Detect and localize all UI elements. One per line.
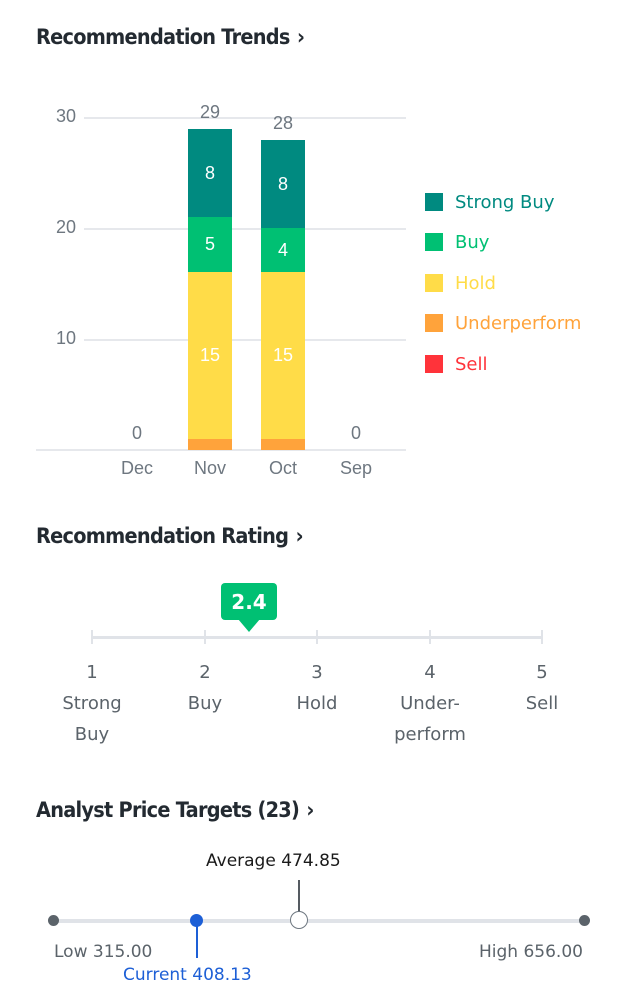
rating-number: 5 <box>536 662 548 683</box>
gridline-10 <box>84 339 406 341</box>
rating-number: 3 <box>311 662 323 683</box>
x-axis-baseline <box>36 449 406 451</box>
legend-swatch-icon <box>425 233 443 251</box>
recommendation-trends-title[interactable]: Recommendation Trends › <box>36 25 305 49</box>
x-tick-label-dec: Dec <box>120 458 153 478</box>
high-marker-dot <box>579 915 590 926</box>
y-tick-label: 30 <box>55 106 76 126</box>
bar-total-dec: 0 <box>131 423 142 443</box>
average-price-marker <box>290 911 308 929</box>
x-tick-label-sep: Sep <box>339 458 373 478</box>
segment-strong-buy: 8 <box>188 129 232 217</box>
rating-label-1: 1 Strong Buy <box>37 657 147 750</box>
bar-total-nov: 29 <box>199 102 221 122</box>
current-marker-stem <box>196 924 198 958</box>
legend-item-strong-buy[interactable]: Strong Buy <box>425 191 554 213</box>
legend-label: Strong Buy <box>455 191 555 213</box>
recommendation-rating-title[interactable]: Recommendation Rating › <box>36 524 304 548</box>
high-price-label: High 656.00 <box>479 942 583 962</box>
rating-value-badge: 2.4 <box>221 583 277 620</box>
legend-label: Buy <box>455 231 490 253</box>
low-marker-dot <box>48 915 59 926</box>
rating-label-4: 4 Under- perform <box>375 657 485 750</box>
rating-tick <box>429 630 431 644</box>
current-price-label: Current 408.13 <box>123 965 252 985</box>
segment-hold: 15 <box>261 272 305 439</box>
analyst-price-targets-title-text: Analyst Price Targets (23) <box>36 798 300 822</box>
segment-buy: 4 <box>261 228 305 272</box>
rating-tick <box>204 630 206 644</box>
current-price-marker <box>190 914 203 927</box>
x-tick-label-oct: Oct <box>268 458 297 478</box>
legend-item-sell[interactable]: Sell <box>425 353 488 375</box>
recommendation-rating-title-text: Recommendation Rating <box>36 524 289 548</box>
legend-label: Hold <box>455 272 496 294</box>
segment-strong-buy: 8 <box>261 140 305 228</box>
rating-text: Sell <box>525 693 559 714</box>
rating-tick <box>91 630 93 644</box>
legend-swatch-icon <box>425 355 443 373</box>
rating-text: Under- <box>400 693 460 714</box>
analyst-price-targets-title[interactable]: Analyst Price Targets (23) › <box>36 798 314 822</box>
y-tick-label: 20 <box>55 217 76 237</box>
legend-item-buy[interactable]: Buy <box>425 231 489 253</box>
chevron-right-icon: › <box>295 524 304 548</box>
bar-total-sep: 0 <box>350 423 361 443</box>
rating-label-2: 2 Buy <box>150 657 260 719</box>
y-tick-label: 10 <box>55 328 76 348</box>
average-marker-stem <box>298 880 300 912</box>
legend-label: Sell <box>455 353 488 375</box>
x-tick-label-nov: Nov <box>193 458 226 478</box>
low-price-label: Low 315.00 <box>54 942 153 962</box>
average-price-label: Average 474.85 <box>206 851 341 871</box>
chevron-right-icon: › <box>306 798 314 822</box>
gridline-20 <box>84 228 406 230</box>
rating-text: Buy <box>74 724 110 745</box>
rating-text: perform <box>394 724 466 745</box>
rating-label-3: 3 Hold <box>262 657 372 719</box>
recommendation-trends-title-text: Recommendation Trends <box>36 25 290 49</box>
legend-swatch-icon <box>425 274 443 292</box>
rating-text: Hold <box>296 693 338 714</box>
chevron-right-icon: › <box>296 25 305 49</box>
rating-text: Strong <box>62 693 122 714</box>
legend-swatch-icon <box>425 193 443 211</box>
gridline-30 <box>84 117 406 119</box>
legend-label: Underperform <box>455 312 582 334</box>
legend-item-underperform[interactable]: Underperform <box>425 312 581 334</box>
rating-number: 1 <box>86 662 98 683</box>
segment-underperform <box>261 439 305 450</box>
rating-tick <box>316 630 318 644</box>
rating-text: Buy <box>187 693 223 714</box>
segment-hold: 15 <box>188 272 232 439</box>
rating-tick <box>541 630 543 644</box>
legend-item-hold[interactable]: Hold <box>425 272 496 294</box>
bar-total-oct: 28 <box>272 113 294 133</box>
rating-label-5: 5 Sell <box>487 657 597 719</box>
price-target-track <box>54 919 585 923</box>
rating-number: 2 <box>199 662 211 683</box>
segment-buy: 5 <box>188 217 232 272</box>
segment-underperform <box>188 439 232 450</box>
legend-swatch-icon <box>425 314 443 332</box>
rating-pointer-icon <box>238 619 260 632</box>
rating-number: 4 <box>424 662 436 683</box>
